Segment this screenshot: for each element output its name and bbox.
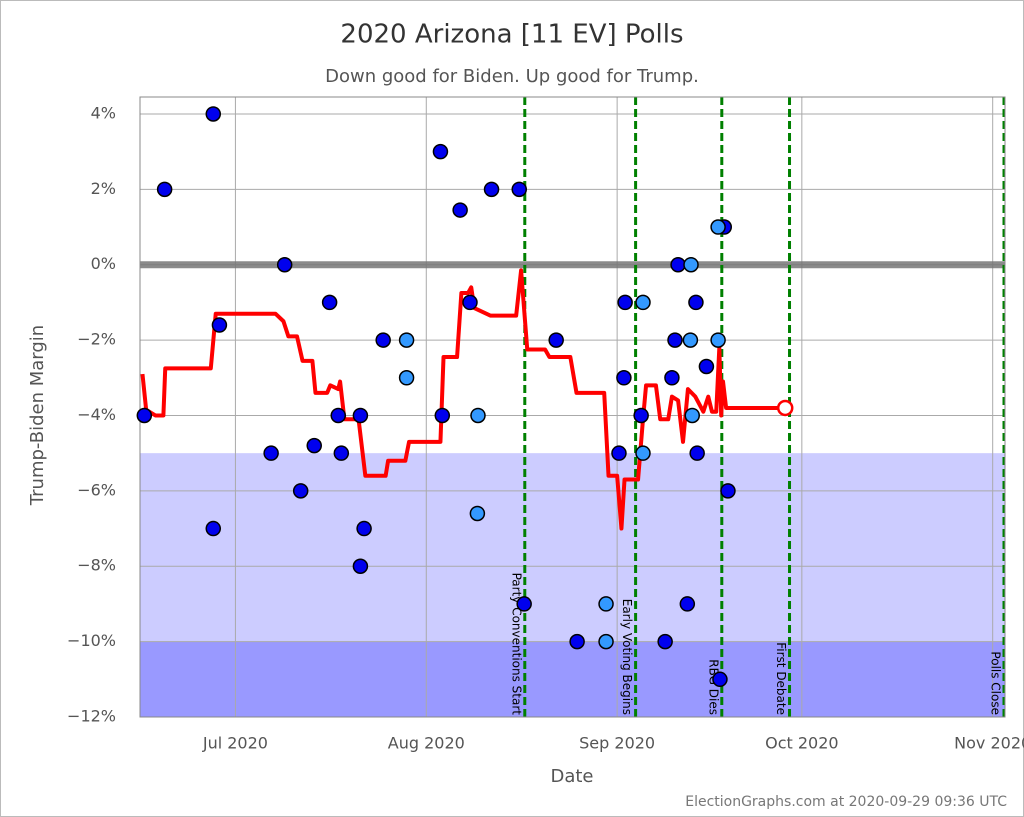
- poll-point: [682, 332, 699, 348]
- poll-point: [434, 407, 451, 424]
- poll-point: [156, 181, 173, 198]
- poll-point: [205, 520, 222, 537]
- y-tick-label: −4%: [77, 405, 116, 424]
- plot-frame: [139, 96, 1006, 718]
- x-tick-label: Sep 2020: [579, 734, 655, 753]
- poll-point: [598, 596, 614, 612]
- y-axis-label: Trump-Biden Margin: [27, 325, 48, 506]
- y-tick-label: 0%: [91, 254, 116, 273]
- poll-point: [684, 407, 700, 424]
- poll-point: [276, 256, 293, 273]
- poll-point: [306, 437, 322, 454]
- poll-point: [710, 219, 726, 235]
- poll-point: [432, 143, 449, 160]
- y-tick-label: −2%: [77, 330, 116, 349]
- poll-point: [664, 370, 680, 386]
- event-label: RBG Dies: [706, 659, 720, 715]
- y-tick-label: −10%: [67, 631, 116, 650]
- poll-point: [516, 596, 532, 612]
- poll-point: [720, 483, 736, 499]
- poll-point: [511, 181, 527, 198]
- poll-point: [462, 294, 478, 311]
- poll-point: [670, 256, 686, 273]
- poll-point: [698, 358, 715, 375]
- poll-point: [321, 294, 338, 311]
- poll-point: [333, 445, 350, 461]
- poll-point: [635, 445, 651, 461]
- footer: ElectionGraphs.com at 2020-09-29 09:36 U…: [685, 794, 1007, 810]
- y-tick-label: 4%: [91, 103, 116, 122]
- poll-point: [679, 596, 696, 612]
- poll-point: [469, 505, 486, 522]
- average-line: [140, 268, 786, 531]
- event-label: Early Voting Begins: [620, 599, 634, 715]
- poll-point: [470, 407, 486, 424]
- poll-point: [688, 294, 704, 311]
- poll-point: [375, 332, 391, 348]
- poll-point: [452, 202, 468, 218]
- y-tick-label: 2%: [91, 179, 116, 198]
- poll-point: [712, 671, 728, 688]
- poll-point: [633, 407, 649, 424]
- poll-point: [263, 445, 279, 461]
- poll-point: [710, 332, 726, 348]
- poll-point: [616, 370, 632, 386]
- poll-point: [205, 106, 222, 122]
- poll-point: [136, 407, 153, 424]
- x-tick-label: Nov 2020: [954, 734, 1024, 753]
- poll-point: [356, 520, 372, 537]
- poll-point: [635, 294, 651, 311]
- x-tick-label: Oct 2020: [765, 734, 838, 753]
- poll-point: [292, 483, 309, 499]
- poll-point: [211, 317, 228, 333]
- y-tick-label: −12%: [67, 707, 116, 726]
- x-tick-label: Aug 2020: [388, 734, 465, 753]
- event-label: Party Conventions Start: [509, 573, 523, 716]
- x-axis-label: Date: [550, 766, 593, 787]
- shading-band: [140, 453, 1005, 642]
- y-tick-label: −8%: [77, 556, 116, 575]
- chart-subtitle: Down good for Biden. Up good for Trump.: [325, 66, 699, 87]
- poll-point: [483, 181, 500, 198]
- poll-point: [617, 294, 633, 311]
- poll-point: [398, 370, 415, 386]
- poll-point: [330, 407, 346, 424]
- poll-point: [352, 407, 369, 424]
- poll-point: [398, 332, 415, 348]
- poll-point: [352, 558, 369, 574]
- poll-point: [667, 332, 683, 348]
- poll-point: [611, 445, 627, 461]
- poll-point: [683, 256, 699, 273]
- event-label: Polls Close: [989, 651, 1003, 715]
- shading-band: [140, 641, 1005, 717]
- x-tick-label: Jul 2020: [202, 734, 268, 753]
- average-end-marker: [776, 399, 794, 417]
- poll-point: [569, 633, 585, 650]
- poll-point: [657, 633, 673, 650]
- poll-point: [598, 633, 614, 650]
- poll-point: [689, 445, 705, 461]
- poll-point: [548, 332, 564, 348]
- y-tick-label: −6%: [77, 480, 116, 499]
- chart-title: 2020 Arizona [11 EV] Polls: [340, 20, 683, 50]
- event-label: First Debate: [774, 642, 788, 715]
